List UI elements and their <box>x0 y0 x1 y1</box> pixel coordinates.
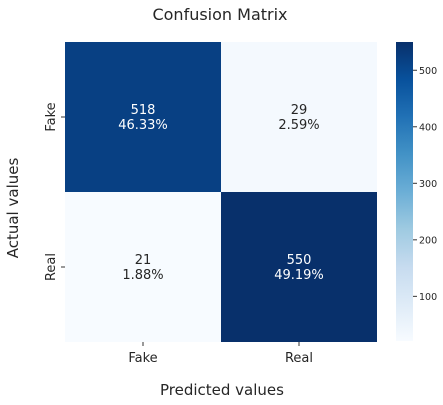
x-tick-label: Fake <box>128 351 157 366</box>
heatmap-cells: 518 46.33% 29 2.59% 21 1.88% 550 49.19% <box>65 42 377 342</box>
cell-label: 29 2.59% <box>278 103 319 133</box>
heatmap-cell <box>221 42 377 192</box>
cell-label: 518 46.33% <box>118 103 168 133</box>
chart-title: Confusion Matrix <box>152 5 287 24</box>
colorbar-tick-label: 300 <box>419 179 437 190</box>
heatmap-cell <box>221 192 377 342</box>
x-axis-ticks: Fake Real <box>128 342 313 366</box>
y-axis-ticks: Fake Real <box>44 102 65 281</box>
heatmap-cell <box>65 42 221 192</box>
cell-label: 21 1.88% <box>122 253 163 283</box>
colorbar-ticks: 100 200 300 400 500 <box>413 66 437 303</box>
colorbar <box>396 42 413 341</box>
colorbar-tick-label: 400 <box>419 122 437 133</box>
cell-label: 550 49.19% <box>274 253 324 283</box>
x-axis-label: Predicted values <box>160 381 284 399</box>
y-tick-label: Fake <box>44 102 59 131</box>
colorbar-tick-label: 200 <box>419 235 437 246</box>
x-tick-label: Real <box>285 351 313 366</box>
y-tick-label: Real <box>44 253 59 281</box>
colorbar-tick-label: 100 <box>419 292 437 303</box>
y-axis-label: Actual values <box>4 158 22 259</box>
heatmap-cell <box>65 192 221 342</box>
colorbar-tick-label: 500 <box>419 66 437 77</box>
